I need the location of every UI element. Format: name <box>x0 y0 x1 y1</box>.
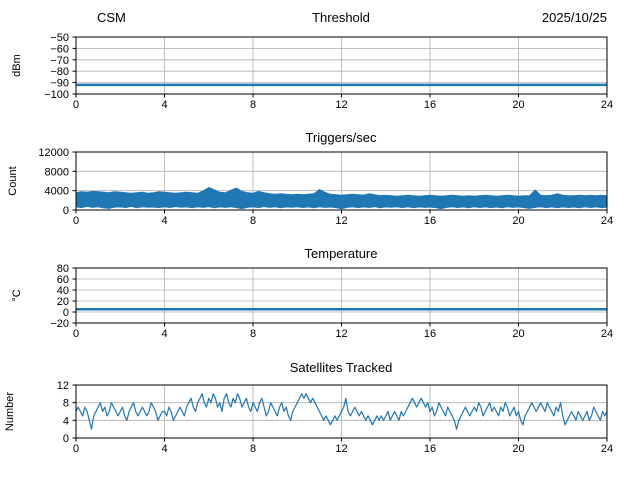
chart-panel-0: 0 4 8 12 16 20 24 −100−90−80−70−60−50 dBm <box>11 32 613 111</box>
chart-title-threshold: Threshold <box>312 10 370 25</box>
y-tick-label: −80 <box>50 66 69 78</box>
x-tick-label: 8 <box>250 443 256 455</box>
y-tick-label: −100 <box>44 89 69 101</box>
header-left-label: CSM <box>97 10 126 25</box>
x-tick-label: 16 <box>424 99 436 111</box>
x-tick-label: 16 <box>424 328 436 340</box>
x-tick-label: 12 <box>335 443 347 455</box>
series-satellites-tracked <box>75 393 608 430</box>
y-tick-label: −50 <box>50 32 69 44</box>
y-tick-label: −70 <box>50 55 69 67</box>
y-tick-label: 20 <box>57 296 69 308</box>
x-tick-label: 4 <box>161 443 167 455</box>
x-tick-label: 24 <box>601 328 613 340</box>
x-tick-label: 20 <box>512 99 524 111</box>
x-tick-label: 16 <box>424 215 436 227</box>
header-date-label: 2025/10/25 <box>541 10 607 25</box>
x-tick-label: 0 <box>73 215 79 227</box>
y-tick-label: 0 <box>63 205 69 217</box>
x-tick-label: 8 <box>250 328 256 340</box>
y-axis-label: Count <box>7 166 19 195</box>
x-tick-label: 8 <box>250 99 256 111</box>
x-tick-label: 16 <box>424 443 436 455</box>
x-tick-label: 0 <box>73 99 79 111</box>
x-tick-label: 12 <box>335 215 347 227</box>
chart-panel-1: 0 4 8 12 16 20 24 0 4000 8000 12000 Count <box>7 147 613 227</box>
y-tick-label: 4000 <box>45 186 69 198</box>
chart-panel-3: 0 4 8 12 16 20 24 0 4 8 12 Number <box>4 380 613 455</box>
x-tick-label: 12 <box>335 99 347 111</box>
chart-title-triggers: Triggers/sec <box>305 130 377 145</box>
x-tick-label: 24 <box>601 99 613 111</box>
x-tick-label: 24 <box>601 443 613 455</box>
chart-title-temperature: Temperature <box>304 246 378 261</box>
y-axis-label: dBm <box>11 54 23 77</box>
x-tick-label: 4 <box>161 215 167 227</box>
y-tick-label: 8000 <box>45 166 69 178</box>
y-tick-label: 40 <box>57 285 69 297</box>
y-tick-label: 60 <box>57 274 69 286</box>
y-tick-label: 0 <box>63 307 69 319</box>
x-tick-label: 4 <box>161 328 167 340</box>
chart-title-satellites: Satellites Tracked <box>289 360 393 375</box>
y-tick-label: −90 <box>50 78 69 90</box>
x-tick-label: 12 <box>335 328 347 340</box>
y-tick-label: 12000 <box>38 147 69 159</box>
x-tick-label: 0 <box>73 328 79 340</box>
y-axis-label: Number <box>4 392 16 431</box>
x-tick-label: 20 <box>512 443 524 455</box>
x-tick-label: 8 <box>250 215 256 227</box>
y-tick-label: 80 <box>57 263 69 275</box>
y-tick-label: 8 <box>63 398 69 410</box>
y-tick-label: 4 <box>63 415 69 427</box>
y-axis-label: °C <box>11 289 23 301</box>
x-tick-label: 24 <box>601 215 613 227</box>
y-tick-label: −60 <box>50 43 69 55</box>
y-tick-label: −20 <box>50 318 69 330</box>
x-tick-label: 20 <box>512 215 524 227</box>
y-tick-label: 0 <box>63 433 69 445</box>
y-tick-label: 12 <box>57 380 69 392</box>
x-tick-label: 0 <box>73 443 79 455</box>
x-tick-label: 20 <box>512 328 524 340</box>
x-tick-label: 4 <box>161 99 167 111</box>
